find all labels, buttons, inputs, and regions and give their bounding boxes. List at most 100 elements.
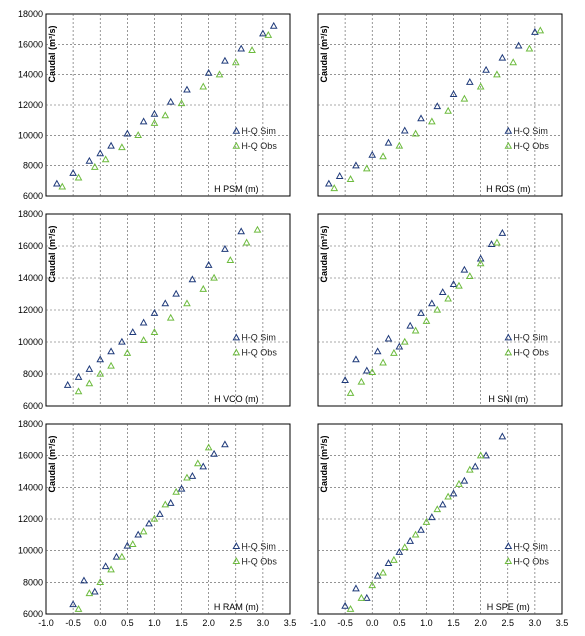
data-point — [476, 82, 485, 90]
data-point — [384, 138, 393, 146]
y-axis-label: Caudal (m³/s) — [47, 435, 57, 492]
data-point — [96, 149, 105, 157]
data-point — [368, 581, 377, 589]
legend-label: H-Q Obs — [513, 348, 549, 358]
data-point — [465, 465, 474, 473]
legend-label: H-Q Obs — [513, 141, 549, 151]
x-axis-label: H PSM (m) — [214, 184, 259, 194]
data-point — [248, 46, 256, 54]
data-point — [341, 376, 349, 384]
y-tick-label: 18000 — [18, 209, 43, 219]
data-point — [215, 70, 224, 78]
data-point — [161, 500, 170, 508]
y-axis-label: Caudal (m³/s) — [319, 435, 329, 492]
data-point — [210, 449, 218, 457]
data-point — [134, 530, 143, 538]
data-point — [379, 358, 387, 366]
data-point — [145, 519, 153, 527]
data-point — [465, 272, 474, 280]
data-point — [390, 348, 398, 356]
legend: H-Q Sim H-Q Obs — [232, 333, 277, 358]
data-point — [400, 337, 409, 345]
data-point — [433, 305, 442, 313]
data-point — [498, 432, 507, 440]
y-axis-label: Caudal (m³/s) — [319, 25, 329, 82]
legend-marker — [232, 542, 241, 550]
series-hq-sim — [52, 21, 278, 187]
legend: H-Q Sim H-Q Obs — [232, 126, 277, 151]
y-tick-label: 8000 — [23, 161, 43, 171]
data-point — [476, 451, 485, 459]
y-tick-label: 8000 — [23, 577, 43, 587]
data-point — [150, 514, 159, 522]
data-point — [433, 102, 442, 110]
data-point — [482, 65, 490, 73]
data-point — [69, 168, 77, 176]
data-point — [460, 94, 469, 102]
data-point — [199, 82, 208, 90]
legend-label: H-Q Sim — [241, 333, 276, 343]
legend: H-Q Sim H-Q Obs — [504, 333, 549, 358]
data-point — [204, 260, 213, 268]
legend-marker — [504, 333, 513, 341]
series-hq-obs — [74, 225, 262, 395]
data-point — [166, 97, 175, 105]
data-point — [373, 571, 382, 579]
data-point — [330, 184, 339, 192]
data-point — [183, 473, 191, 481]
data-point — [253, 225, 262, 233]
data-point — [123, 541, 132, 549]
data-point — [74, 604, 83, 612]
y-tick-label: 8000 — [23, 369, 43, 379]
x-tick-label: 2.5 — [502, 618, 515, 628]
data-point — [52, 179, 61, 187]
data-point — [128, 328, 137, 336]
series-hq-sim — [341, 432, 507, 609]
data-point — [400, 126, 409, 134]
data-point — [123, 129, 132, 137]
series-hq-obs — [58, 30, 273, 190]
data-point — [123, 348, 132, 356]
data-point — [85, 379, 94, 387]
data-point — [352, 584, 360, 592]
data-point — [352, 161, 360, 169]
data-point — [80, 576, 88, 584]
legend-marker — [232, 141, 241, 149]
legend: H-Q Sim H-Q Obs — [504, 126, 549, 151]
data-point — [362, 366, 371, 374]
legend-label: H-Q Sim — [513, 541, 548, 551]
legend: H-Q Sim H-Q Obs — [232, 541, 277, 566]
x-axis-label: H ROS (m) — [486, 184, 531, 194]
data-point — [139, 336, 148, 344]
gridlines — [46, 424, 290, 614]
data-point — [221, 244, 229, 252]
data-point — [118, 552, 126, 560]
data-point — [221, 56, 229, 64]
y-tick-label: 10000 — [18, 546, 43, 556]
data-point — [150, 109, 159, 117]
x-tick-label: -0.5 — [65, 618, 81, 628]
data-point — [118, 143, 126, 151]
data-point — [531, 27, 539, 35]
data-point — [346, 175, 355, 182]
data-point — [400, 543, 409, 551]
data-point — [444, 492, 452, 500]
data-point — [438, 500, 447, 508]
data-point — [493, 238, 501, 246]
data-point — [438, 288, 447, 296]
data-point — [411, 326, 420, 334]
data-point — [237, 44, 246, 52]
gridlines — [318, 424, 562, 614]
legend-marker — [232, 126, 241, 134]
y-tick-label: 6000 — [23, 609, 43, 619]
y-tick-label: 12000 — [18, 514, 43, 524]
data-point — [150, 328, 159, 336]
data-point — [204, 443, 213, 451]
series-hq-sim — [341, 228, 507, 384]
y-axis-label: Caudal (m³/s) — [47, 25, 57, 82]
gridlines — [318, 14, 562, 196]
y-tick-label: 6000 — [23, 191, 43, 201]
data-point — [449, 489, 458, 497]
data-point — [493, 70, 501, 78]
